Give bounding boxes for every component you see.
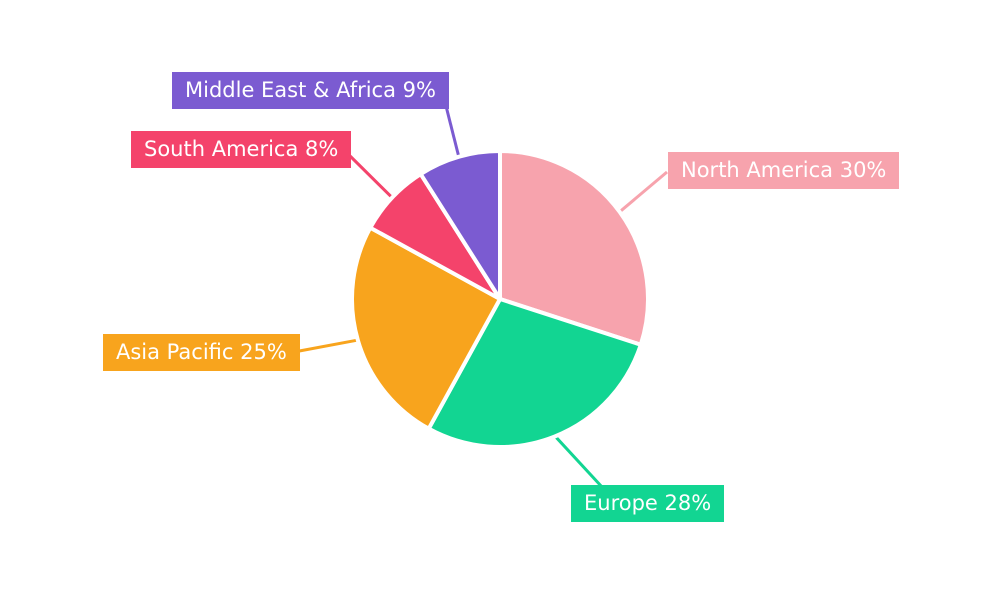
pie-slice-north-america	[498, 149, 650, 347]
leader-line-europe	[552, 433, 604, 489]
leader-line-south-america	[343, 149, 395, 201]
pie-label-south-america: South America 8%	[131, 131, 352, 168]
pie-label-north-america: North America 30%	[668, 152, 900, 189]
pie-slice-asia-pacific	[350, 225, 502, 431]
pie-slice-middle-east-africa	[418, 149, 502, 301]
leader-line-middle-east-africa	[444, 105, 461, 160]
leader-lines-group	[293, 105, 668, 489]
pie-slices-group	[350, 149, 650, 449]
leader-line-asia-pacific	[293, 338, 361, 354]
pie-label-middle-east-africa: Middle East & Africa 9%	[172, 72, 449, 109]
pie-label-asia-pacific: Asia Pacific 25%	[103, 334, 300, 371]
pie-label-europe: Europe 28%	[571, 485, 725, 522]
leader-line-north-america	[617, 170, 668, 215]
